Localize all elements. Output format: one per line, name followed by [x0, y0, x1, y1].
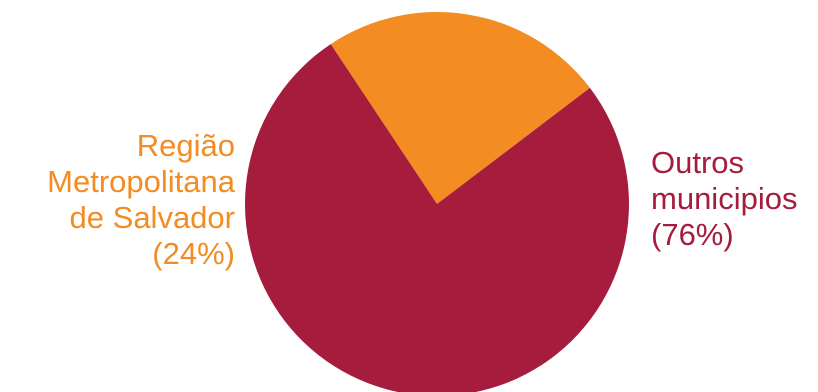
slice-label-line: Metropolitana [47, 164, 235, 199]
pie-slice-rms [330, 12, 590, 204]
slice-label-line: Região [136, 128, 235, 163]
slice-label-line: municipios [651, 181, 798, 216]
slice-label-line: Outros [651, 145, 745, 180]
slice-label-line: (76%) [651, 217, 734, 252]
slice-label-rms: Região Metropolitana de Salvador (24%) [47, 128, 235, 272]
pie-slice-outros [245, 44, 629, 392]
slice-label-line: de Salvador [69, 200, 235, 235]
slice-label-outros: Outros municipios (76%) [651, 145, 797, 253]
slice-label-line: (24%) [152, 236, 235, 271]
